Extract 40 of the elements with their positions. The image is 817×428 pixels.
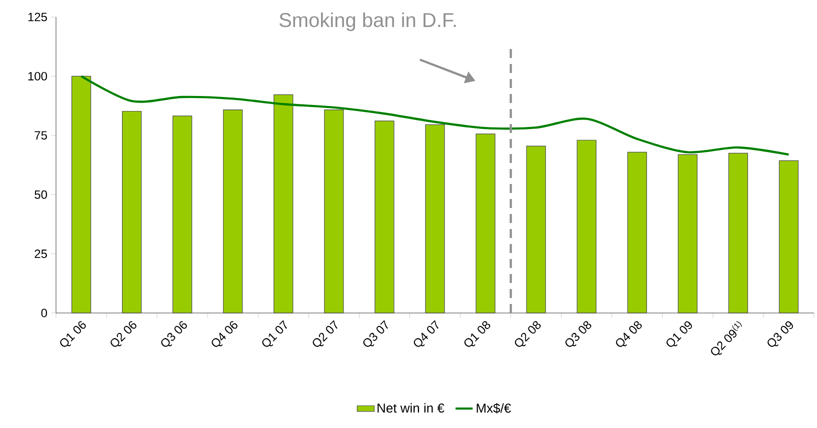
bar [526,146,546,314]
y-tick-label: 25 [34,250,47,258]
legend-label: Net win in € [378,403,444,413]
x-tick-label: Q3 06 [161,321,187,347]
bar [71,76,92,314]
legend-label: Mx$/€ [476,403,511,414]
x-tick-label: Q3 08 [565,321,592,347]
x-tick-label: Q3 09 [768,321,794,347]
bar [728,152,748,314]
x-tick-label: Q1 06 [60,321,86,347]
x-tick-label: Q4 07 [414,320,438,347]
y-tick-label: 75 [34,131,47,140]
y-tick-label: 125 [28,12,47,22]
y-tick-label: 50 [34,190,48,199]
x-tick-label: Q2 08 [514,321,541,347]
bar [627,152,647,314]
x-tick-label: Q3 07 [363,320,388,347]
bar [576,140,596,314]
bar [172,116,192,314]
y-tick-label: 0 [41,308,48,318]
bar [778,160,799,314]
bar [374,120,394,314]
bar [425,124,445,314]
x-tick-label: Q1 08 [464,321,490,347]
bar [223,110,243,314]
x-tick-label: Q4 08 [616,321,642,347]
x-tick-label: Q2 07 [312,320,338,347]
bar [476,134,496,314]
x-tick-label: Q1 09 [666,321,692,347]
x-tick-label: Q1 07 [262,320,287,347]
bar [122,110,142,314]
x-tick-label: Q2 09$^{(1)}$ [711,321,742,356]
annotation: Smoking ban in D.F. [279,12,456,32]
line-series [80,75,790,156]
y-tick-label: 100 [28,72,48,80]
x-tick-label: Q4 06 [212,321,238,347]
bar [678,154,698,314]
x-tick-label: Q2 06 [110,321,136,347]
bar [324,110,344,314]
bar [274,94,294,314]
